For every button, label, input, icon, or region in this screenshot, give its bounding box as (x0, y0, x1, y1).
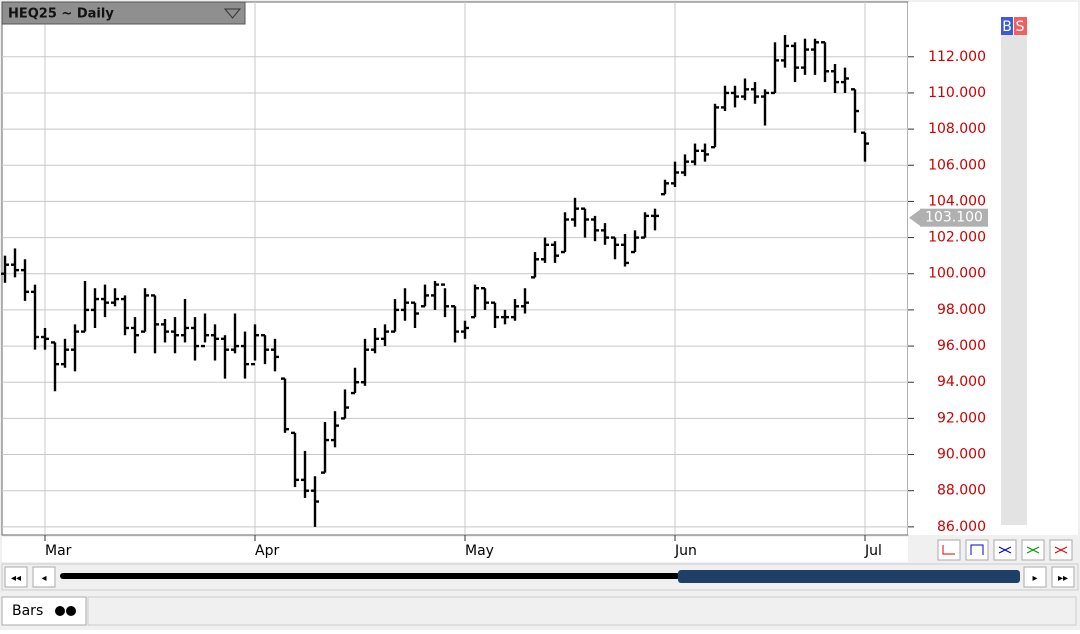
sell-label: S (1016, 19, 1025, 35)
y-tick-label: 96.000 (937, 338, 986, 354)
sell-button[interactable] (1014, 17, 1027, 35)
icon (970, 544, 984, 555)
y-tick-label: 112.000 (928, 49, 986, 65)
x-tick-label: Jun (674, 543, 697, 559)
plot-area (1, 1, 909, 536)
dropdown-arrow[interactable] (223, 8, 242, 19)
tab-icon (66, 606, 76, 616)
y-tick-label: 86.000 (937, 519, 986, 535)
status-bar (87, 596, 1077, 626)
y-tick-label: 102.000 (928, 230, 986, 246)
y-tick-label: 98.000 (937, 302, 986, 318)
y-tick-label: 88.000 (937, 483, 986, 499)
x-tick-label: Jul (864, 543, 882, 559)
price-axis-area (908, 2, 1078, 535)
y-tick-label: 92.000 (937, 410, 986, 426)
toolbar (937, 539, 1073, 561)
y-tick-label: 104.000 (928, 193, 986, 209)
icon (1054, 546, 1068, 554)
scroll-first[interactable] (4, 566, 28, 588)
y-tick-label: 100.000 (928, 266, 986, 282)
time-axis (2, 537, 908, 562)
y-tick-label: 106.000 (928, 157, 986, 173)
icon (942, 545, 955, 555)
price-marker-label: 103.100 (925, 210, 983, 226)
x-tick-label: Apr (255, 543, 279, 559)
icon: ▸ (1032, 573, 1037, 584)
scroll-right[interactable] (1023, 566, 1047, 588)
icon: ◂ (41, 573, 46, 584)
buy-button[interactable] (1001, 17, 1013, 35)
x-tick-label: May (465, 543, 494, 559)
y-tick-label: 108.000 (928, 121, 986, 137)
tab-icon (55, 606, 65, 616)
tool-button[interactable] (965, 539, 989, 561)
symbol-box[interactable] (1, 1, 246, 25)
y-tick-label: 110.000 (928, 85, 986, 101)
price-marker-arrow (909, 209, 920, 226)
scroll-left[interactable] (32, 566, 56, 588)
side-panel (1001, 35, 1027, 525)
buy-label: B (1002, 19, 1012, 35)
price-marker (920, 208, 988, 227)
icon (998, 546, 1012, 554)
scroll-last[interactable] (1051, 566, 1075, 588)
x-tick-label: Mar (45, 543, 72, 559)
scroll-thumb[interactable] (678, 570, 1020, 583)
y-tick-label: 90.000 (937, 447, 986, 463)
tool-button[interactable] (937, 539, 961, 561)
icon: ◂◂ (11, 573, 21, 584)
tab-label: Bars (12, 603, 43, 619)
y-tick-label: 94.000 (937, 374, 986, 390)
chart-title: HEQ25 ~ Daily (8, 7, 114, 22)
icon: ▸▸ (1058, 573, 1068, 584)
scroll-track (60, 573, 680, 579)
icon (1026, 546, 1040, 554)
